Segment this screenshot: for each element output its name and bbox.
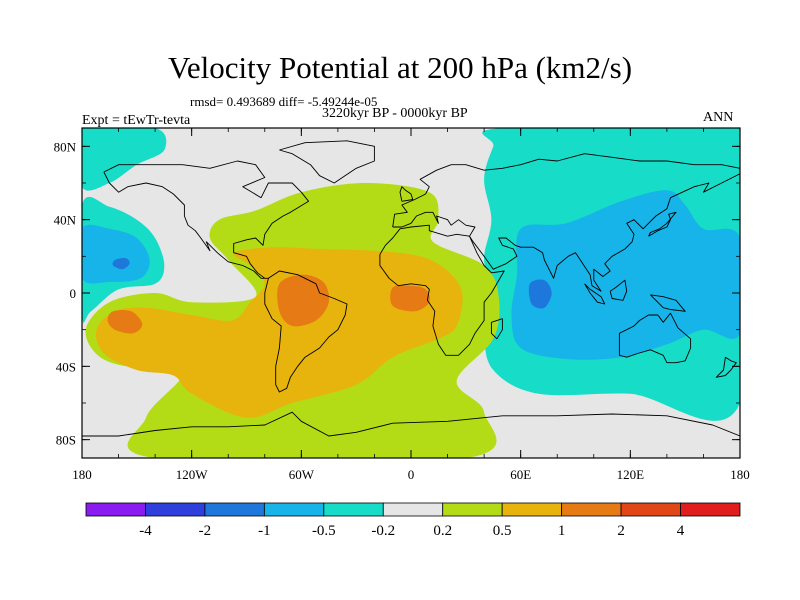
field-neg-1-central-pacific: [112, 258, 130, 270]
colorbar-swatch: [561, 502, 622, 517]
colorbar: -4 -2 -1 -0.5 -0.2 0.2 0.5 1 2 4: [85, 502, 741, 539]
coastlines: [82, 140, 740, 437]
coast-greenland: [279, 140, 375, 184]
y-tick-label: 40N: [54, 213, 77, 228]
colorbar-swatch: [620, 502, 681, 517]
contour-fields: [82, 128, 740, 458]
colorbar-swatch: [85, 502, 146, 517]
colorbar-label: 0.2: [433, 523, 452, 539]
coast-madagascar: [490, 318, 503, 340]
x-axis: 180 120W 60W 0 60E 120E 180: [72, 128, 750, 482]
coast-japan: [648, 211, 677, 237]
field-pos-1-south-america: [277, 274, 330, 327]
coast-sumatra: [584, 283, 606, 305]
field-neg-0.2-atlantic-arctic: [82, 128, 167, 191]
coast-borneo: [609, 279, 628, 301]
coast-south-america: [264, 270, 348, 393]
coast-new-zealand: [715, 356, 737, 378]
y-tick-label: 80N: [54, 139, 77, 154]
field-pos-0.5-atlantic-americas: [96, 247, 463, 418]
x-tick-label: 60E: [510, 467, 531, 482]
colorbar-label: 0.5: [493, 523, 512, 539]
period-label: 3220kyr BP - 0000kyr BP: [322, 106, 468, 121]
field-neg-0.5-central-pacific: [82, 224, 150, 284]
colorbar-label: -4: [139, 523, 152, 539]
experiment-label: Expt = tEwTr-tevta: [82, 113, 191, 128]
y-tick-label: 40S: [56, 359, 76, 374]
colorbar-label: -2: [199, 523, 212, 539]
colorbar-swatch: [145, 502, 206, 517]
colorbar-label: -1: [258, 523, 271, 539]
y-tick-label: 80S: [56, 433, 76, 448]
colorbar-swatch: [382, 502, 444, 517]
y-axis: 80N 40N 0 40S 80S: [54, 139, 740, 448]
x-tick-label: 180: [730, 467, 750, 482]
coast-africa: [379, 224, 505, 356]
x-tick-label: 0: [408, 467, 415, 482]
coast-new-guinea: [650, 294, 686, 312]
colorbar-swatch: [323, 502, 384, 517]
field-pos-1-south-pacific: [107, 309, 143, 334]
colorbar-swatch: [501, 502, 563, 517]
colorbar-swatch: [204, 502, 265, 517]
colorbar-label: -0.2: [371, 523, 395, 539]
colorbar-label: 1: [558, 523, 566, 539]
coast-uk: [399, 186, 414, 202]
colorbar-label: 2: [617, 523, 625, 539]
colorbar-swatch: [442, 502, 503, 517]
x-tick-label: 180: [72, 467, 92, 482]
colorbar-swatch: [263, 502, 325, 517]
x-tick-label: 120W: [176, 467, 209, 482]
season-label: ANN: [703, 110, 734, 125]
field-pos-1-equatorial-atlantic: [390, 285, 430, 312]
field-neg-0.5-indopacific: [511, 190, 740, 360]
y-tick-label: 0: [70, 286, 77, 301]
field-neg-1-indian-ocean: [528, 279, 552, 309]
x-tick-label: 120E: [617, 467, 645, 482]
coast-antarctica: [82, 411, 740, 437]
coast-australia: [618, 312, 692, 364]
x-tick-label: 60W: [289, 467, 315, 482]
colorbar-label: -0.5: [312, 523, 336, 539]
coast-north-america: [103, 160, 310, 279]
chart-title: Velocity Potential at 200 hPa (km2/s): [167, 50, 633, 85]
stats-label: rmsd= 0.493689 diff= -5.49244e-05: [190, 94, 378, 109]
colorbar-swatch: [680, 502, 741, 517]
colorbar-label: 4: [677, 523, 685, 539]
